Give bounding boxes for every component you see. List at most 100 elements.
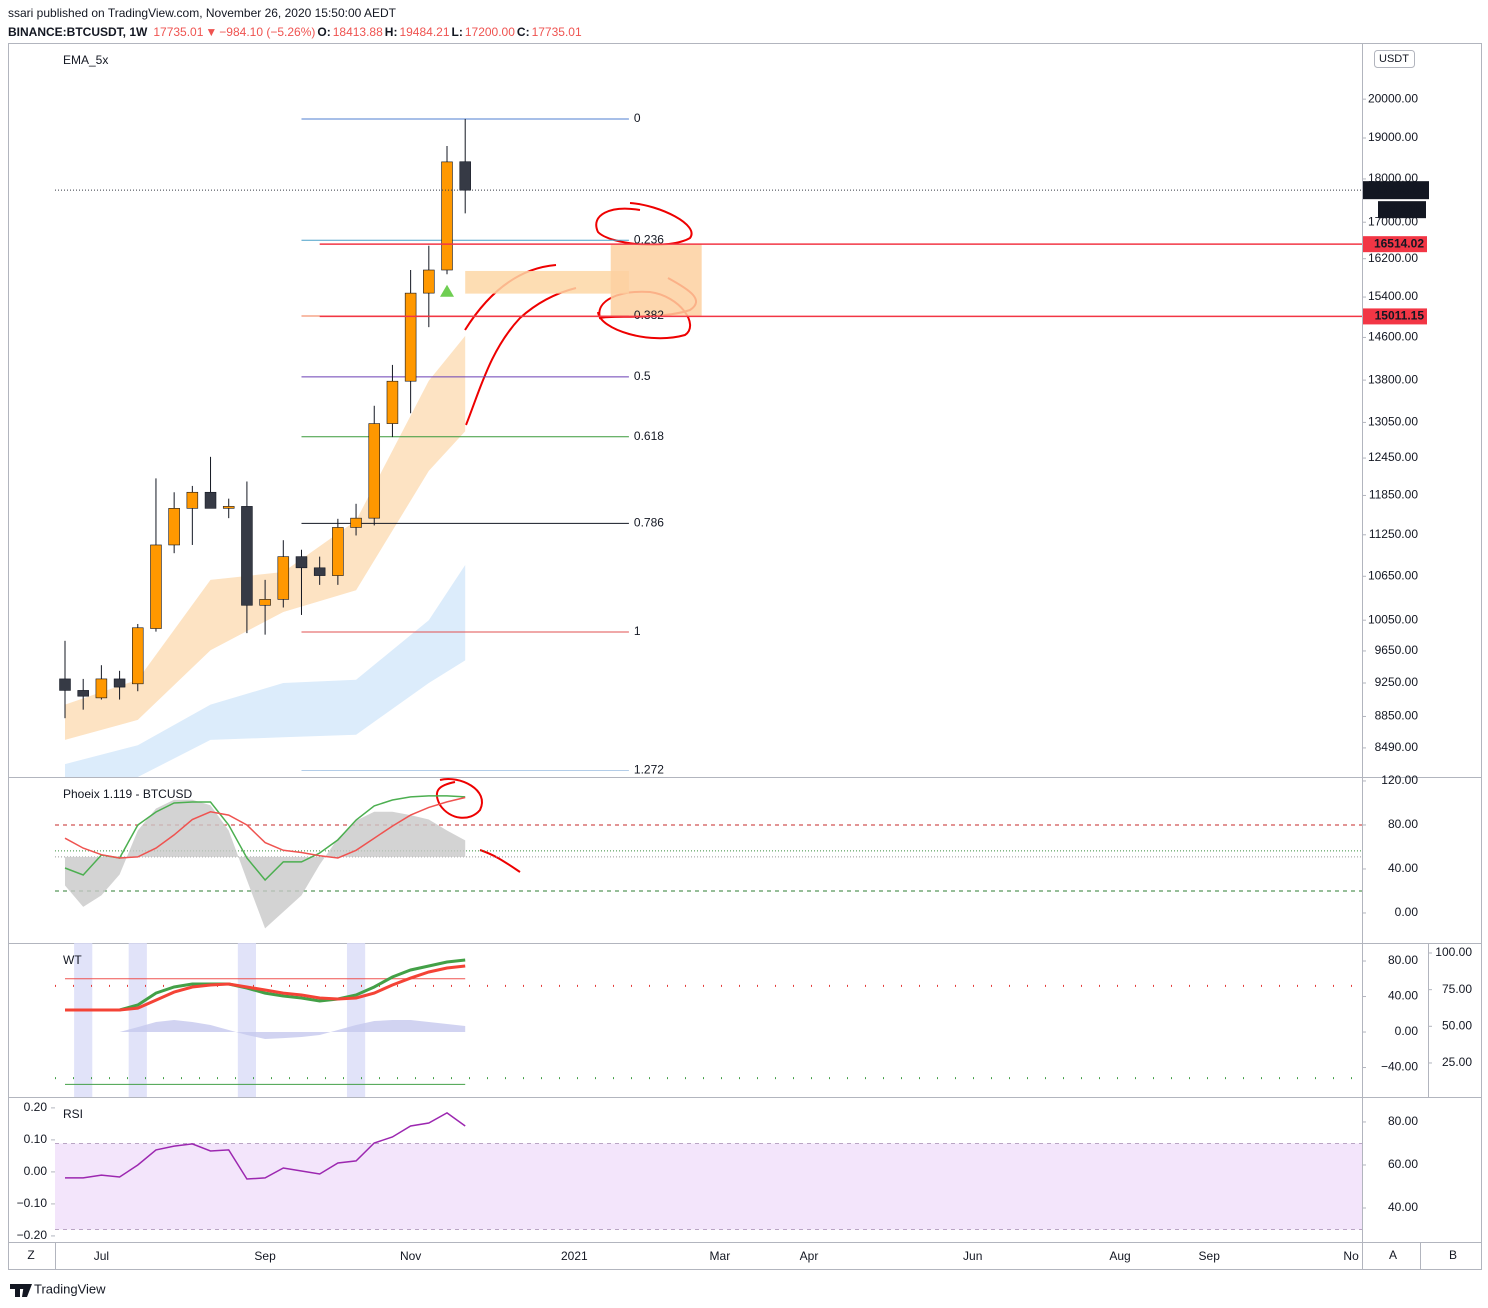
price-badge [1363, 236, 1427, 253]
fib-label: 0.382 [634, 308, 664, 322]
series-line [65, 964, 466, 1012]
ohlc-text: BINANCE:BTCUSDT, 1W [8, 25, 148, 39]
y-tick-label: 40.00 [1388, 989, 1418, 1003]
candle-body [423, 269, 435, 294]
candle-body [404, 292, 417, 382]
candle-body [350, 517, 362, 528]
candle-body [186, 491, 199, 509]
candle-body [113, 678, 126, 688]
y-tick-label: 16200.00 [1368, 251, 1418, 265]
ohlc-text: 18413.88 [332, 25, 383, 39]
candle-body [386, 380, 399, 424]
candle-body [259, 599, 271, 606]
y-tick-label: 0.00 [1395, 905, 1419, 919]
y-tick-label: 11250.00 [1369, 527, 1418, 541]
ohlc-text: O: [317, 25, 331, 39]
y-tick-label: 20000.00 [1368, 91, 1418, 105]
x-tick-label: Jun [963, 1249, 982, 1263]
series-line [64, 796, 466, 859]
candle-body [241, 506, 253, 606]
candle-body [168, 508, 180, 546]
y-tick-label: −0.10 [17, 1196, 48, 1210]
y-tick-label: 0.00 [1395, 1024, 1419, 1038]
current-price-badge [1363, 181, 1429, 200]
frame [8, 43, 1482, 1270]
current-price-label: 17735.01 [1376, 182, 1426, 196]
fib-label: 1.272 [634, 763, 664, 777]
pane: EMA_5x 0 0.236 0.382 0.5 0.618 0.786 1 1.272 [59, 53, 702, 777]
ohlc-text: 17735.01 [153, 25, 204, 39]
price-badge [1363, 308, 1427, 325]
pane: Phoeix 1.119 - BTCUSD [55, 787, 1362, 929]
left-button[interactable]: Z [27, 1248, 34, 1262]
y-tick-label: 12450.00 [1368, 450, 1418, 464]
rsi-band [55, 1143, 1362, 1230]
countdown-badge [1378, 201, 1426, 219]
y-tick-label: 15400.00 [1368, 289, 1418, 303]
fib-label: 0.236 [634, 232, 664, 246]
pane-title: EMA_5x [63, 53, 108, 67]
candle-body [59, 678, 71, 691]
ohlc-text: 19484.21 [399, 25, 450, 39]
candle-body [150, 544, 162, 629]
y-tick-label: −40.00 [1381, 1060, 1418, 1074]
y-tick-label: 10650.00 [1368, 568, 1418, 582]
ohlc-text: H: [384, 25, 398, 39]
y-tick-label: 120.00 [1381, 773, 1418, 787]
x-tick-label: No [1343, 1249, 1359, 1263]
ema-band [65, 565, 466, 777]
y-tick-label: 75.00 [1442, 982, 1472, 996]
y-tick-label: 10050.00 [1368, 612, 1418, 626]
y-tick-label: 100.00 [1435, 945, 1472, 959]
highlight [74, 943, 93, 1097]
header: ssari published on TradingView.com, Nove… [8, 4, 584, 42]
countdown: 3d 20h [1383, 202, 1421, 216]
fib-label: 0 [634, 111, 641, 125]
zone [465, 270, 629, 294]
pane: RSI [55, 1107, 1362, 1231]
y-tick-label: 50.00 [1442, 1018, 1472, 1032]
x-tick-label: 2021 [561, 1249, 588, 1263]
y-tick-label: 14600.00 [1368, 330, 1418, 344]
price-badge-label: 16514.02 [1374, 236, 1424, 250]
series-line [65, 958, 466, 1012]
ohlc-text: 17200.00 [464, 25, 515, 39]
candle-body [313, 567, 326, 576]
right-button[interactable]: B [1449, 1248, 1457, 1262]
ohlc-text: −984.10 (−5.26%) [219, 25, 316, 39]
usdt-button[interactable]: USDT [1374, 50, 1415, 68]
x-tick-label: Aug [1109, 1249, 1130, 1263]
candle-body [441, 161, 453, 271]
series-line [64, 795, 466, 882]
fib-label: 0.5 [634, 369, 651, 383]
price-badge-label: 15011.15 [1375, 309, 1425, 323]
ohlc-text: C: [516, 25, 530, 39]
x-tick-label: Nov [400, 1249, 421, 1263]
pane-title: WT [63, 953, 82, 967]
candle-body [204, 491, 217, 509]
y-tick-label: 80.00 [1388, 817, 1418, 831]
y-tick-label: 0.10 [24, 1132, 48, 1146]
pane-title: RSI [63, 1107, 83, 1121]
candle-body [95, 678, 108, 699]
pane-separators [8, 43, 1482, 1270]
y-tick-label: 0.20 [24, 1100, 48, 1114]
y-tick-label: 40.00 [1388, 1200, 1418, 1214]
y-tick-label: 13050.00 [1368, 415, 1418, 429]
highlight [128, 943, 147, 1097]
x-tick-label: Jul [94, 1249, 109, 1263]
pane-title: Phoeix 1.119 - BTCUSD [63, 787, 192, 801]
candle-body [368, 423, 381, 519]
y-tick-label: 25.00 [1442, 1055, 1472, 1069]
fib-label: 1 [634, 624, 641, 638]
candle-body [332, 527, 344, 576]
x-tick-label: Sep [254, 1249, 276, 1263]
y-tick-label: 80.00 [1388, 1114, 1418, 1128]
y-tick-label: 13800.00 [1368, 372, 1418, 386]
ema-band [65, 335, 466, 740]
candle-body [295, 556, 308, 569]
y-tick-label: 11850.00 [1369, 488, 1418, 502]
right-button[interactable]: A [1389, 1248, 1397, 1262]
